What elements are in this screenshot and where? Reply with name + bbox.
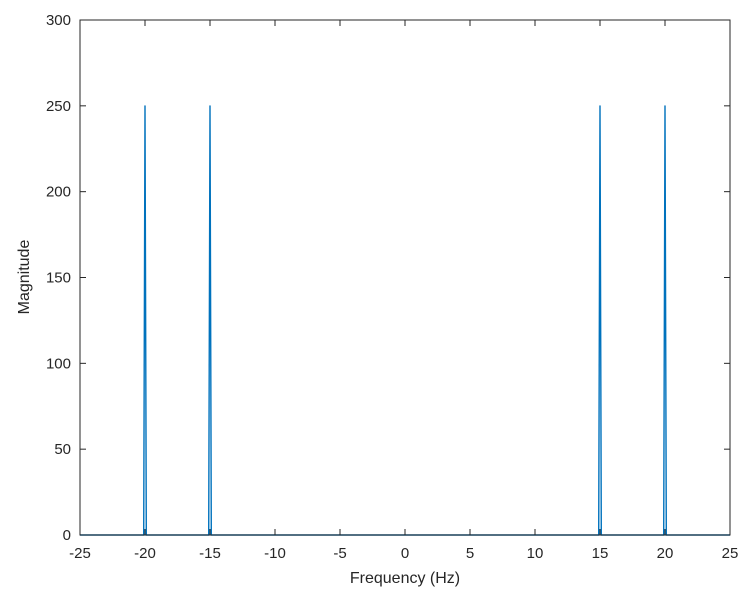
y-tick-label: 0 bbox=[63, 527, 71, 544]
x-tick-label: -25 bbox=[69, 545, 91, 562]
x-tick-label: 5 bbox=[466, 545, 474, 562]
x-tick-label: -10 bbox=[264, 545, 286, 562]
y-tick-label: 300 bbox=[46, 12, 71, 29]
peak-point bbox=[209, 105, 211, 107]
x-tick-label: 10 bbox=[527, 545, 544, 562]
axes-box bbox=[79, 19, 731, 536]
peak-point bbox=[664, 105, 666, 107]
x-tick-label: -5 bbox=[333, 545, 346, 562]
y-tick-label: 100 bbox=[46, 355, 71, 372]
y-tick-label: 200 bbox=[46, 184, 71, 201]
x-axis-title: Frequency (Hz) bbox=[350, 570, 460, 587]
ticks-layer: -25 -20 -15 -10 -5 0 5 10 15 20 250501001502002503… bbox=[46, 12, 738, 562]
y-tick-label: 250 bbox=[46, 98, 71, 115]
plot-area bbox=[80, 20, 730, 535]
x-tick-label: 25 bbox=[722, 545, 739, 562]
y-axis-title: Magnitude bbox=[16, 240, 33, 315]
x-tick-label: 20 bbox=[657, 545, 674, 562]
peak-point bbox=[144, 105, 146, 107]
x-tick-label: 0 bbox=[401, 545, 409, 562]
y-tick-label: 50 bbox=[54, 441, 71, 458]
x-tick-label: -15 bbox=[199, 545, 221, 562]
x-tick-label: -20 bbox=[134, 545, 156, 562]
peak-point bbox=[599, 105, 601, 107]
y-tick-label: 150 bbox=[46, 270, 71, 287]
x-tick-label: 15 bbox=[592, 545, 609, 562]
